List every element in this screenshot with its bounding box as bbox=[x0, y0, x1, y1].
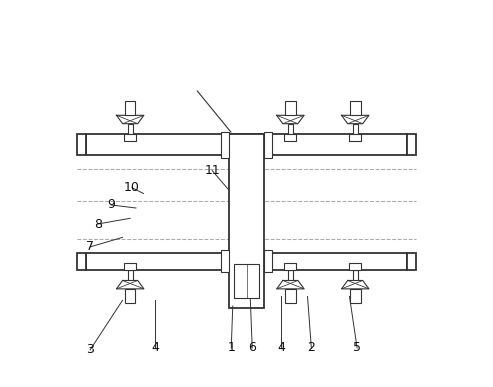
Polygon shape bbox=[116, 281, 144, 289]
Bar bbox=[77, 253, 86, 270]
Text: 1: 1 bbox=[227, 341, 235, 354]
Bar bbox=[407, 253, 416, 270]
Polygon shape bbox=[342, 115, 369, 124]
Bar bbox=[285, 289, 296, 303]
Bar bbox=[125, 101, 136, 115]
Bar bbox=[350, 101, 360, 115]
Bar bbox=[349, 263, 361, 270]
Bar bbox=[124, 134, 136, 141]
Bar bbox=[221, 250, 229, 272]
Text: 6: 6 bbox=[248, 341, 256, 354]
Polygon shape bbox=[277, 281, 304, 289]
Polygon shape bbox=[277, 115, 304, 124]
Bar bbox=[352, 124, 358, 134]
Bar bbox=[349, 134, 361, 141]
Bar bbox=[124, 263, 136, 270]
Polygon shape bbox=[342, 281, 369, 289]
Bar bbox=[86, 253, 407, 270]
Bar bbox=[352, 270, 358, 281]
Bar bbox=[86, 134, 407, 155]
Text: 10: 10 bbox=[124, 181, 140, 194]
Bar bbox=[264, 250, 272, 272]
Bar bbox=[285, 101, 296, 115]
Bar bbox=[288, 124, 293, 134]
Text: 5: 5 bbox=[353, 341, 361, 354]
Bar bbox=[284, 134, 296, 141]
Bar bbox=[234, 264, 259, 298]
Bar bbox=[221, 132, 229, 158]
Bar bbox=[350, 289, 360, 303]
Text: 4: 4 bbox=[277, 341, 285, 354]
Bar bbox=[284, 263, 296, 270]
Text: 8: 8 bbox=[94, 217, 102, 231]
Bar bbox=[77, 134, 86, 155]
Bar bbox=[229, 134, 264, 308]
Text: 11: 11 bbox=[204, 164, 220, 177]
Text: 4: 4 bbox=[151, 341, 159, 354]
Polygon shape bbox=[116, 115, 144, 124]
Bar bbox=[407, 134, 416, 155]
Text: 7: 7 bbox=[86, 240, 94, 253]
Bar bbox=[125, 289, 136, 303]
Bar bbox=[128, 124, 133, 134]
Bar bbox=[264, 132, 272, 158]
Bar bbox=[288, 270, 293, 281]
Text: 3: 3 bbox=[86, 343, 94, 356]
Text: 2: 2 bbox=[308, 341, 316, 354]
Text: 9: 9 bbox=[107, 199, 115, 211]
Bar bbox=[128, 270, 133, 281]
